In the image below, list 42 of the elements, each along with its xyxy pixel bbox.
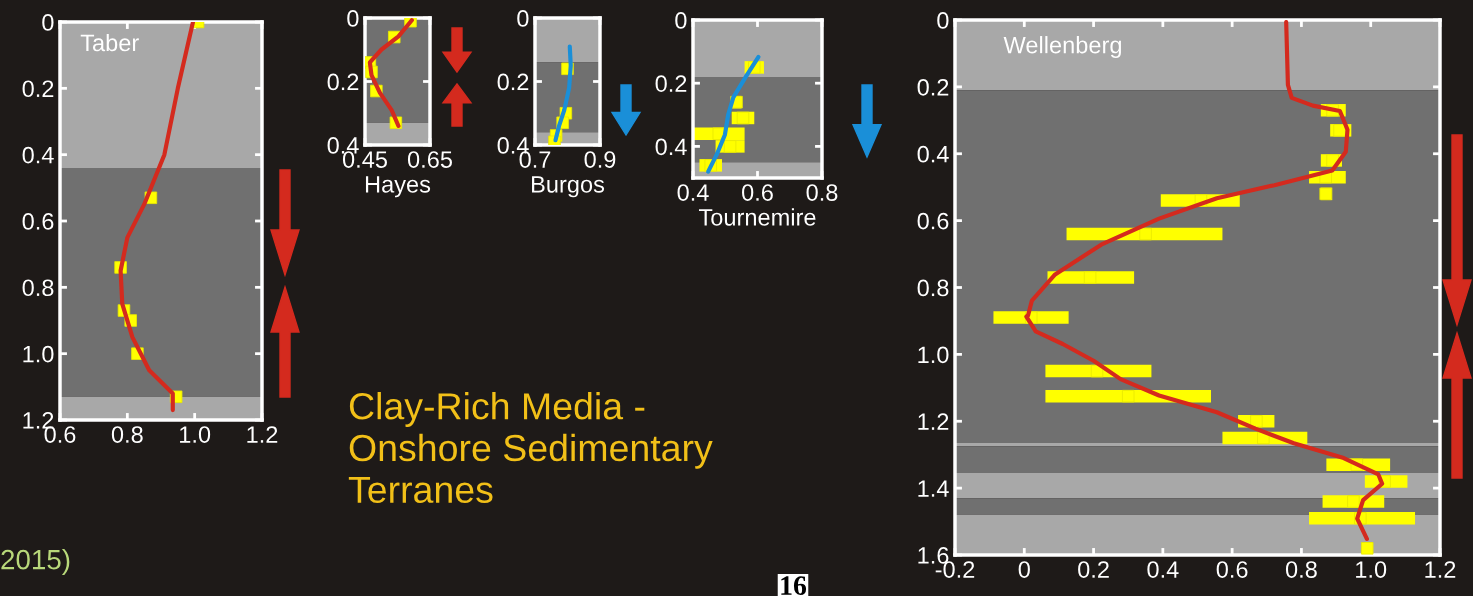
y-tick-label: 0.8: [22, 279, 54, 297]
x-tick-label: 0.6: [1216, 561, 1248, 578]
y-tick-label: 0.2: [22, 80, 54, 98]
x-axis-title: Burgos: [532, 176, 605, 198]
y-tick-label: 0.6: [22, 213, 54, 230]
text: Clay-Rich Media - Onshore Sedimentary Terranes: [348, 392, 713, 504]
x-tick-label: 1.2: [1425, 561, 1456, 578]
chart-title: Taber: [80, 33, 139, 52]
y-tick-label: 0.2: [917, 78, 949, 96]
x-tick-label: 0.8: [1285, 561, 1317, 578]
y-tick-label: 0: [937, 12, 949, 29]
y-tick-label: 1.0: [918, 346, 949, 364]
text: 2015): [1, 549, 70, 575]
x-tick-label: 0.2: [1078, 561, 1109, 578]
x-tick-label: 0.4: [1147, 561, 1179, 578]
y-tick-label: 0: [675, 12, 687, 29]
x-tick-label: 0: [1018, 561, 1030, 578]
x-tick-label: 0.6: [742, 184, 773, 201]
y-tick-label: 1.4: [918, 480, 949, 497]
text: 16: [781, 576, 807, 595]
y-tick-label: 0.2: [327, 73, 359, 91]
y-tick-label: 0.2: [655, 75, 687, 92]
y-tick-label: 0: [347, 10, 359, 27]
text: Wellenberg: [1003, 36, 1121, 59]
y-tick-label: 1.0: [23, 345, 54, 363]
x-tick-label: 0.4: [677, 184, 709, 201]
y-tick-label: 1.2: [918, 413, 949, 430]
y-tick-label: 0: [42, 14, 54, 31]
x-axis-title: Tournemire: [698, 208, 816, 226]
x-tick-label: 1.0: [1356, 561, 1387, 578]
x-tick-label: 1.0: [180, 426, 211, 443]
x-tick-label: 0.8: [806, 184, 838, 201]
y-tick-label: 0.6: [917, 212, 949, 230]
x-tick-label: 0.9: [584, 151, 616, 168]
x-tick-label: 1.2: [247, 426, 278, 443]
x-tick-label: 0.8: [111, 426, 143, 443]
y-tick-label: 0.8: [917, 279, 949, 297]
x-axis-title: Hayes: [365, 176, 431, 198]
y-tick-label: 0: [517, 10, 529, 27]
y-tick-label: 0.4: [655, 138, 687, 156]
y-tick-label: 0.2: [497, 73, 529, 91]
x-tick-label: 0.65: [407, 151, 452, 168]
